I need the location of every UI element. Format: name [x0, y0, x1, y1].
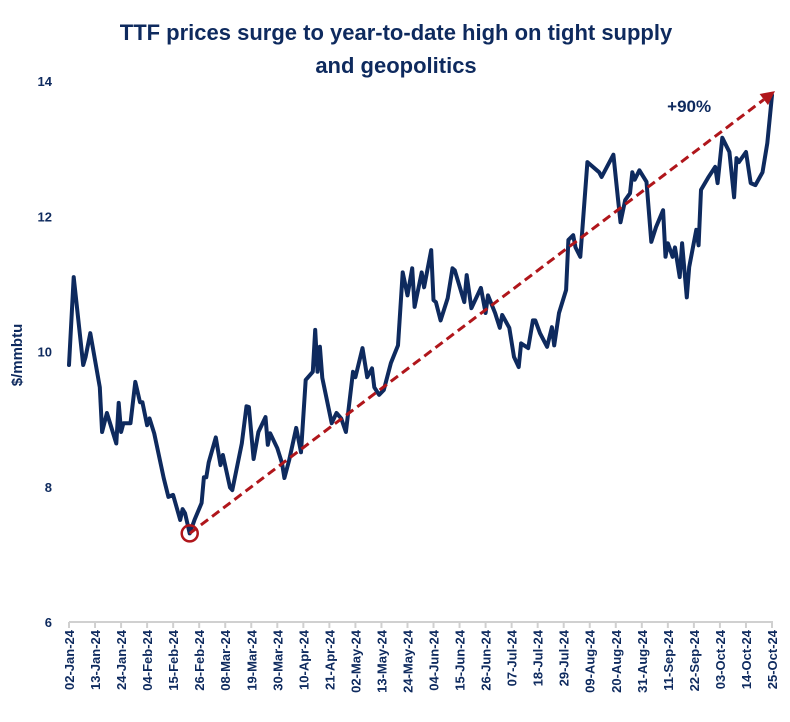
x-tick-label: 29-Jul-24	[557, 629, 572, 686]
x-tick-label: 04-Jun-24	[427, 629, 442, 690]
x-tick-label: 13-Jan-24	[88, 629, 103, 690]
x-axis: 02-Jan-24 13-Jan-24 24-Jan-24 04-Feb-24 15-F…	[62, 621, 780, 693]
x-tick-label: 26-Jun-24	[479, 629, 494, 690]
y-axis-label: $/mmbtu	[9, 324, 26, 387]
y-axis: 6 8 10 12 14	[38, 74, 53, 630]
plot-area: +90%	[67, 91, 775, 543]
x-tick-label: 14-Oct-24	[739, 629, 754, 689]
y-tick-label: 6	[45, 615, 52, 630]
price-line	[67, 93, 774, 536]
trend-arrow-line	[188, 98, 765, 535]
trend-arrow-head	[759, 91, 775, 106]
x-tick-label: 09-Aug-24	[583, 629, 598, 693]
x-tick-label: 04-Feb-24	[140, 629, 155, 690]
x-tick-label: 21-Apr-24	[322, 629, 337, 690]
x-tick-label: 03-Oct-24	[713, 629, 728, 689]
x-tick-label: 26-Feb-24	[192, 629, 207, 690]
x-tick-label: 24-Jan-24	[114, 629, 129, 690]
x-tick-label: 31-Aug-24	[635, 629, 650, 693]
y-tick-label: 14	[38, 74, 53, 89]
chart-title-line-1: TTF prices surge to year-to-date high on…	[120, 20, 673, 45]
chart-title-line-2: and geopolitics	[315, 53, 476, 78]
x-tick-label: 30-Mar-24	[270, 629, 285, 690]
y-tick-label: 12	[38, 209, 52, 224]
x-tick-label: 15-Jun-24	[453, 629, 468, 690]
x-tick-label: 02-May-24	[348, 629, 363, 693]
y-tick-label: 10	[38, 345, 52, 360]
x-tick-label: 25-Oct-24	[765, 629, 780, 689]
x-tick-label: 22-Sep-24	[687, 629, 702, 691]
x-tick-label: 07-Jul-24	[505, 629, 520, 686]
x-tick-label: 20-Aug-24	[609, 629, 624, 693]
x-tick-label: 19-Mar-24	[244, 629, 259, 690]
x-tick-label: 13-May-24	[374, 629, 389, 693]
x-tick-label: 15-Feb-24	[166, 629, 181, 690]
y-tick-label: 8	[45, 480, 52, 495]
x-tick-label: 18-Jul-24	[531, 629, 546, 686]
x-tick-label: 11-Sep-24	[661, 629, 676, 690]
percent-change-annotation: +90%	[667, 97, 711, 116]
low-marker-circle	[180, 524, 199, 543]
x-tick-label: 10-Apr-24	[296, 629, 311, 690]
x-tick-label: 02-Jan-24	[62, 629, 77, 690]
x-tick-label: 24-May-24	[400, 629, 415, 693]
x-tick-label: 08-Mar-24	[218, 629, 233, 690]
